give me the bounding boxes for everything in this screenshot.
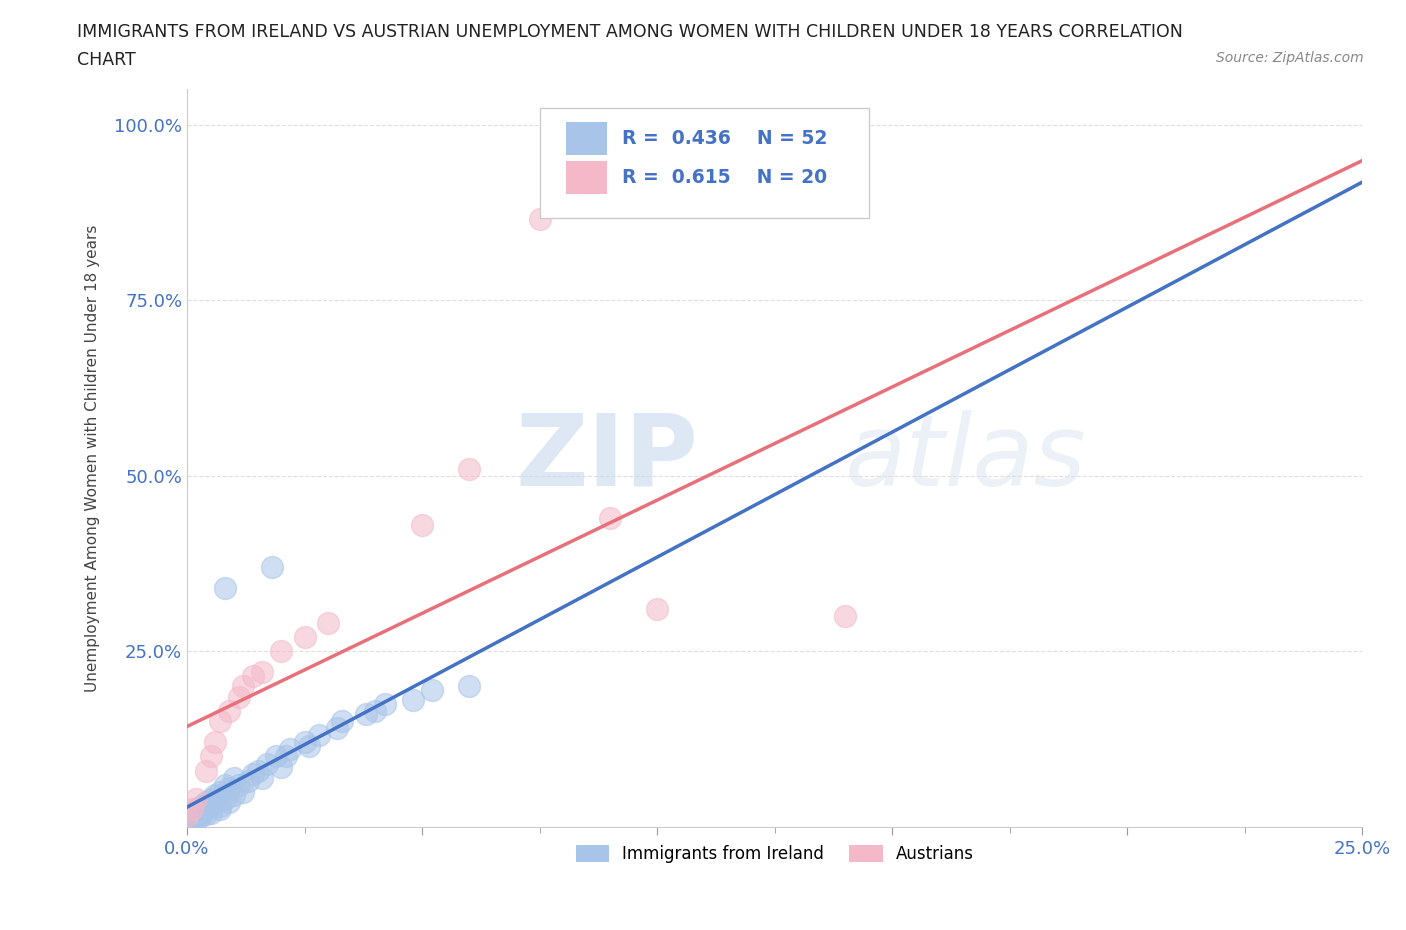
Point: [242, 669, 264, 684]
Point: [176, 809, 198, 824]
Point: [232, 784, 254, 799]
Point: [194, 806, 217, 821]
Point: [280, 742, 302, 757]
Point: [274, 749, 297, 764]
Point: [194, 802, 217, 817]
Point: [208, 802, 231, 817]
Y-axis label: Unemployment Among Women with Children Under 18 years: Unemployment Among Women with Children U…: [86, 224, 100, 692]
Point: [330, 714, 353, 729]
Text: R =  0.436    N = 52: R = 0.436 N = 52: [621, 129, 827, 148]
Point: [308, 728, 330, 743]
Text: R =  0.615    N = 20: R = 0.615 N = 20: [621, 168, 827, 187]
Point: [214, 791, 236, 806]
Point: [222, 788, 245, 803]
Point: [298, 738, 321, 753]
Point: [420, 683, 443, 698]
Point: [180, 802, 202, 817]
Point: [373, 697, 395, 711]
Text: CHART: CHART: [77, 51, 136, 69]
Point: [204, 735, 226, 750]
Point: [458, 461, 481, 476]
Point: [232, 679, 254, 694]
Point: [252, 665, 274, 680]
Point: [326, 721, 349, 736]
Point: [214, 580, 236, 595]
Point: [458, 679, 481, 694]
Point: [218, 703, 240, 718]
Point: [180, 811, 202, 826]
Point: [186, 802, 208, 817]
Point: [354, 707, 377, 722]
Point: [260, 560, 283, 575]
Point: [529, 212, 551, 227]
Point: [402, 693, 425, 708]
Point: [208, 714, 231, 729]
Point: [208, 784, 231, 799]
Point: [190, 805, 212, 820]
Point: [238, 774, 260, 789]
Point: [364, 703, 387, 718]
Point: [270, 644, 292, 658]
Point: [645, 602, 668, 617]
Point: [194, 764, 217, 778]
Point: [256, 756, 278, 771]
Point: [270, 760, 292, 775]
Point: [294, 630, 316, 644]
Point: [176, 812, 198, 827]
Text: Source: ZipAtlas.com: Source: ZipAtlas.com: [1216, 51, 1364, 65]
Point: [252, 770, 274, 785]
Point: [208, 798, 231, 813]
Point: [214, 777, 236, 792]
Point: [411, 517, 433, 532]
Point: [266, 749, 288, 764]
Point: [218, 795, 240, 810]
Point: [190, 798, 212, 813]
Point: [186, 809, 208, 824]
Point: [204, 788, 226, 803]
Text: atlas: atlas: [845, 409, 1087, 507]
FancyBboxPatch shape: [565, 122, 606, 155]
Point: [222, 770, 245, 785]
Legend: Immigrants from Ireland, Austrians: Immigrants from Ireland, Austrians: [569, 839, 980, 870]
Text: IMMIGRANTS FROM IRELAND VS AUSTRIAN UNEMPLOYMENT AMONG WOMEN WITH CHILDREN UNDER: IMMIGRANTS FROM IRELAND VS AUSTRIAN UNEM…: [77, 23, 1184, 41]
FancyBboxPatch shape: [565, 161, 606, 194]
Point: [228, 777, 250, 792]
Point: [180, 805, 202, 820]
Point: [186, 812, 208, 827]
Point: [599, 511, 621, 525]
Point: [218, 780, 240, 795]
Point: [246, 764, 269, 778]
Point: [242, 766, 264, 781]
Point: [204, 795, 226, 810]
Point: [200, 805, 222, 820]
Text: ZIP: ZIP: [516, 409, 699, 507]
Point: [194, 795, 217, 810]
Point: [834, 608, 856, 623]
Point: [228, 689, 250, 704]
Point: [186, 791, 208, 806]
Point: [200, 798, 222, 813]
Point: [200, 749, 222, 764]
Point: [316, 616, 339, 631]
Point: [180, 814, 202, 829]
Point: [190, 809, 212, 824]
Point: [200, 791, 222, 806]
FancyBboxPatch shape: [540, 108, 869, 219]
Point: [176, 809, 198, 824]
Point: [294, 735, 316, 750]
